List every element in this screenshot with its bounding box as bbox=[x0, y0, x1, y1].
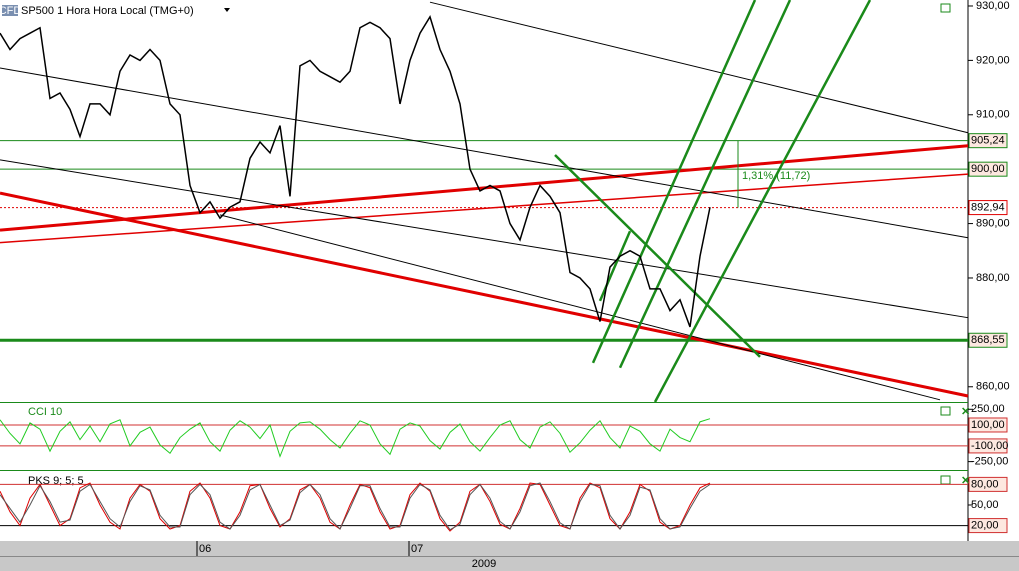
annotation: 1,31% (11,72) bbox=[742, 170, 810, 182]
y-tick-label: 890,00 bbox=[976, 217, 1010, 229]
level-label-box bbox=[968, 200, 1008, 216]
trendline bbox=[429, 1, 969, 134]
y-tick-label: 860,00 bbox=[976, 381, 1010, 393]
y-tick-label: -250,00 bbox=[971, 456, 1008, 468]
price-line bbox=[0, 418, 711, 458]
close-button[interactable]: ✕ bbox=[961, 406, 970, 418]
level-label: 900,00 bbox=[971, 163, 1005, 175]
y-tick-label: 100,00 bbox=[971, 419, 1005, 431]
trendline bbox=[554, 154, 761, 358]
trendline bbox=[618, 0, 792, 369]
maximize-button[interactable] bbox=[940, 406, 951, 416]
trendline bbox=[653, 0, 872, 403]
y-tick-label: 20,00 bbox=[971, 519, 999, 531]
price-line bbox=[0, 15, 711, 328]
level-label-box bbox=[968, 417, 1008, 433]
trendline bbox=[0, 191, 969, 398]
pks-title: PKS 9; 5; 5 bbox=[28, 475, 84, 487]
y-tick-label: 930,00 bbox=[976, 0, 1010, 12]
y-tick-label: 880,00 bbox=[976, 272, 1010, 284]
logo: CFD bbox=[0, 5, 21, 17]
level-label: 905,24 bbox=[971, 135, 1005, 147]
trendline bbox=[0, 67, 969, 239]
y-tick-label: 250,00 bbox=[971, 403, 1005, 415]
chart-title: SP500 1 Hora Hora Local (TMG+0) bbox=[21, 5, 194, 17]
y-tick-label: 910,00 bbox=[976, 109, 1010, 121]
logo-box bbox=[2, 5, 18, 16]
level-label-box bbox=[968, 438, 1008, 454]
price-line bbox=[0, 482, 711, 531]
close-button[interactable]: ✕ bbox=[961, 475, 970, 487]
level-label-box bbox=[968, 476, 1008, 492]
y-tick-label: 80,00 bbox=[971, 478, 999, 490]
time-label: 07 bbox=[411, 543, 423, 555]
level-label-box bbox=[968, 518, 1008, 534]
level-label: 892,94 bbox=[971, 201, 1005, 213]
level-label-box bbox=[968, 332, 1008, 348]
y-tick-label: 920,00 bbox=[976, 54, 1010, 66]
y-tick-label: -100,00 bbox=[971, 440, 1008, 452]
level-label-box bbox=[968, 133, 1008, 149]
trendline bbox=[0, 159, 969, 319]
level-label-box bbox=[968, 161, 1008, 177]
trendline bbox=[598, 230, 632, 302]
trendline bbox=[591, 0, 757, 364]
level-label: 868,55 bbox=[971, 334, 1005, 346]
y-tick-label: 50,00 bbox=[971, 499, 999, 511]
cci-title: CCI 10 bbox=[28, 406, 62, 418]
price-line bbox=[0, 482, 711, 532]
time-label: 06 bbox=[199, 543, 211, 555]
maximize-button[interactable] bbox=[940, 3, 951, 13]
trendline bbox=[219, 214, 941, 401]
dropdown[interactable] bbox=[224, 8, 230, 12]
year-label: 2009 bbox=[472, 558, 496, 570]
trendline bbox=[0, 173, 969, 244]
